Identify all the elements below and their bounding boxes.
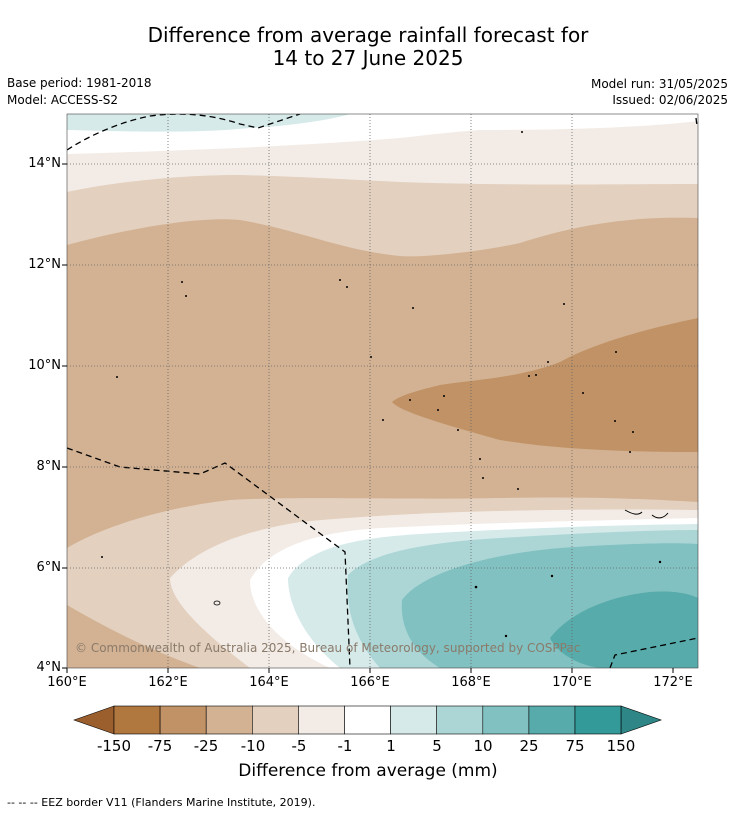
contour-band-plus1-north xyxy=(67,114,350,132)
colorbar-label-minus5: -5 xyxy=(291,737,307,755)
lat-label-6n: 6°N xyxy=(36,560,62,575)
lon-label-172e: 172°E xyxy=(653,675,693,690)
lat-label-10n: 10°N xyxy=(28,358,61,373)
lon-label-170e: 170°E xyxy=(552,675,592,690)
map-frame xyxy=(66,113,699,669)
colorbar-cell xyxy=(574,705,622,735)
colorbar-label-plus5: 5 xyxy=(432,737,442,755)
colorbar-cell xyxy=(390,705,438,735)
atoll-outline xyxy=(624,509,669,519)
colorbar-label-plus150: 150 xyxy=(606,737,636,755)
colorbar-cell xyxy=(113,705,161,735)
model-run: Model run: 31/05/2025 xyxy=(590,77,728,91)
islet-outline xyxy=(213,600,221,606)
lon-label-162e: 162°E xyxy=(148,675,188,690)
lon-label-164e: 164°E xyxy=(249,675,289,690)
colorbar-label-minus150: -150 xyxy=(96,737,132,755)
island-markers xyxy=(101,131,662,638)
map-title-line2: 14 to 27 June 2025 xyxy=(272,46,464,70)
colorbar-label-plus10: 10 xyxy=(473,737,493,755)
colorbar-cell xyxy=(482,705,530,735)
lon-label-166e: 166°E xyxy=(350,675,390,690)
lon-label-168e: 168°E xyxy=(451,675,491,690)
lon-label-160e: 160°E xyxy=(47,675,87,690)
graticule xyxy=(67,114,698,668)
colorbar-label-minus75: -75 xyxy=(147,737,173,755)
colorbar-extend-low xyxy=(73,705,115,735)
lat-label-14n: 14°N xyxy=(28,156,61,171)
colorbar-extend-high xyxy=(620,705,663,735)
model-name: Model: ACCESS-S2 xyxy=(7,93,119,107)
colorbar-cell xyxy=(528,705,576,735)
colorbar-title: Difference from average (mm) xyxy=(238,761,498,781)
colorbar-label-plus25: 25 xyxy=(519,737,539,755)
colorbar-cell xyxy=(344,705,391,735)
colorbar xyxy=(73,705,663,735)
lat-label-8n: 8°N xyxy=(36,459,62,474)
eez-border xyxy=(67,114,698,668)
colorbar-cell xyxy=(298,705,345,735)
colorbar-cell xyxy=(205,705,253,735)
map-title-line1: Difference from average rainfall forecas… xyxy=(147,23,589,47)
contour-band-plus25 xyxy=(550,591,698,668)
lat-label-4n: 4°N xyxy=(36,660,62,675)
rainfall-anomaly-map xyxy=(62,113,699,673)
colorbar-cell xyxy=(436,705,484,735)
colorbar-cell xyxy=(159,705,207,735)
issued-date: Issued: 02/06/2025 xyxy=(612,93,728,107)
colorbar-label-minus10: -10 xyxy=(240,737,266,755)
copyright-credit: © Commonwealth of Australia 2025, Bureau… xyxy=(75,641,581,655)
colorbar-cell xyxy=(252,705,299,735)
colorbar-label-plus1: 1 xyxy=(386,737,396,755)
colorbar-label-minus25: -25 xyxy=(193,737,219,755)
contour-band-minus75 xyxy=(392,318,698,452)
axis-ticks xyxy=(62,163,674,673)
contour-band-south-minus25 xyxy=(67,605,200,668)
colorbar-label-plus75: 75 xyxy=(565,737,585,755)
lat-label-12n: 12°N xyxy=(28,257,61,272)
colorbar-label-minus1: -1 xyxy=(337,737,353,755)
eez-legend: -- -- -- EEZ border V11 (Flanders Marine… xyxy=(7,796,316,809)
base-period: Base period: 1981-2018 xyxy=(7,76,152,90)
